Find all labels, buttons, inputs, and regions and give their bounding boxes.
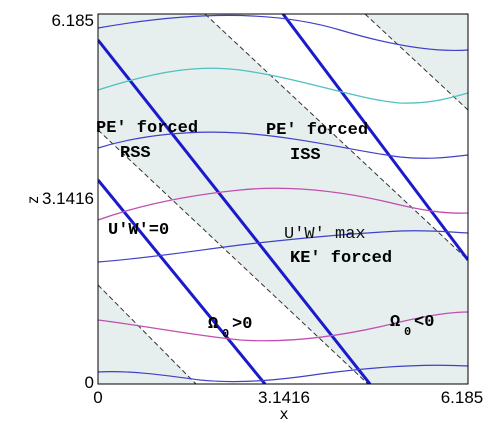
phase-line-bottom-left xyxy=(98,179,267,384)
blue-wave-3 xyxy=(98,230,468,263)
magenta-wave-1 xyxy=(98,187,468,221)
label-pe-forced-rss-line2: RSS xyxy=(120,144,151,163)
x-tick-mid: 3.1416 xyxy=(258,388,310,407)
label-ke-forced: KE' forced xyxy=(290,249,392,268)
y-tick-bottom: 0 xyxy=(85,373,94,392)
label-omega-negative: Ω 0 <0 xyxy=(390,313,434,339)
svg-text:0: 0 xyxy=(404,325,411,339)
svg-text:<0: <0 xyxy=(414,313,434,332)
magenta-wave-2 xyxy=(98,311,468,342)
svg-text:Ω: Ω xyxy=(390,313,400,332)
svg-text:0: 0 xyxy=(222,327,229,341)
label-pe-forced-rss-line1: PE' forced xyxy=(96,119,198,138)
blue-wave-4 xyxy=(98,364,468,383)
label-uw-zero: U'W'=0 xyxy=(108,221,169,240)
svg-text:Ω: Ω xyxy=(208,315,218,334)
y-tick-top: 6.185 xyxy=(51,11,94,30)
y-tick-mid: 3.1416 xyxy=(42,189,94,208)
label-pe-forced-iss-line2: ISS xyxy=(290,146,321,165)
label-omega-positive: Ω 0 >0 xyxy=(208,315,252,341)
cyan-wave xyxy=(98,67,468,104)
dashed-edge-1 xyxy=(98,284,197,384)
plot-frame xyxy=(97,13,469,385)
phase-line-top-left xyxy=(98,39,372,384)
x-axis-label: x xyxy=(279,405,288,423)
dashed-edge-3 xyxy=(204,14,468,261)
shaded-band-center xyxy=(98,14,468,384)
label-uw-max: U'W' max xyxy=(284,225,366,244)
y-axis-label: z xyxy=(24,195,42,204)
blue-wave-2 xyxy=(98,131,468,159)
phase-line-top-right xyxy=(281,14,468,261)
label-pe-forced-iss-line1: PE' forced xyxy=(266,121,368,140)
dashed-edge-2 xyxy=(98,129,369,384)
blue-wave-1 xyxy=(98,14,468,52)
x-tick-right: 6.185 xyxy=(441,388,484,407)
svg-text:>0: >0 xyxy=(232,315,252,334)
x-tick-left: 0 xyxy=(93,388,102,407)
